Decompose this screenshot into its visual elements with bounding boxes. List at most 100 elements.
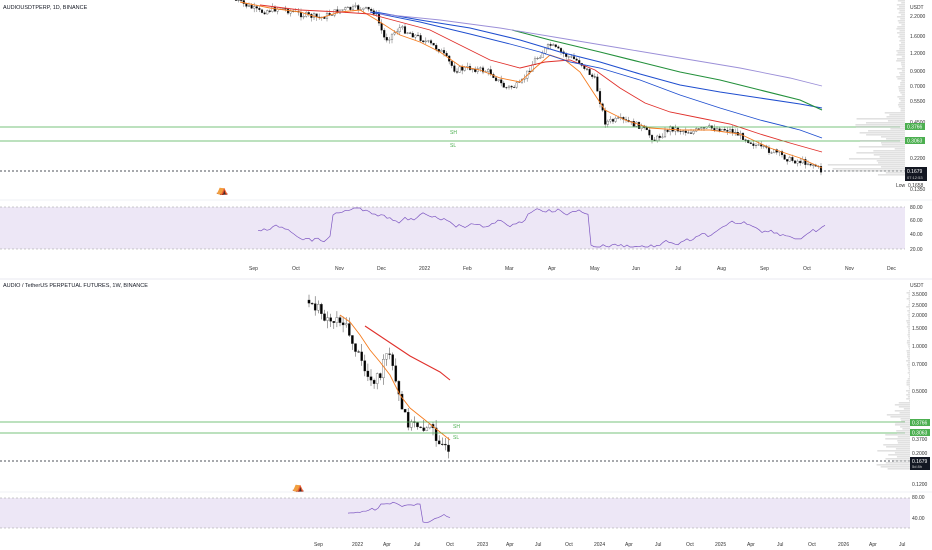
top-volume-bar [896, 60, 905, 62]
bottom-volume-bar [906, 390, 910, 392]
top-volume-bar [901, 66, 905, 68]
top-volume-bar [889, 114, 905, 116]
top-candle [637, 121, 641, 129]
bottom-volume-bar [907, 378, 910, 380]
bottom-sh-price-tag-bg [910, 419, 930, 426]
top-rsi-pane: 80.00 60.00 40.00 20.00 [0, 199, 932, 253]
top-candle [539, 57, 542, 59]
bottom-panel: AUDIO / TetherUS PERPETUAL FUTURES, 1W, … [0, 283, 930, 493]
top-candle [645, 127, 648, 131]
bottom-time-tick: 2026 [838, 542, 849, 548]
top-time-axis[interactable]: Sep Oct Nov Dec 2022 Feb Mar Apr May Jun Jul Aug Sep… [249, 266, 896, 272]
bottom-price-tick: 1.0000 [912, 344, 928, 350]
top-candle [385, 37, 388, 41]
top-candle [780, 151, 784, 156]
top-candle [721, 128, 724, 132]
top-volume-bar [855, 124, 905, 126]
top-volume-bar [873, 150, 905, 152]
top-volume-bar [837, 170, 905, 172]
top-candle [390, 33, 394, 40]
bottom-volume-bar [885, 458, 910, 460]
top-candle [609, 119, 612, 122]
bottom-volume-bar [895, 448, 910, 450]
top-candle [546, 44, 550, 49]
top-candle [432, 42, 435, 46]
top-volume-bar [856, 118, 905, 120]
top-volume-bar [897, 58, 905, 60]
top-volume-bar [899, 90, 905, 92]
bottom-candle [441, 443, 444, 445]
bottom-time-tick: Oct [446, 542, 454, 548]
bottom-candle [363, 360, 367, 372]
top-candle [429, 40, 433, 44]
top-candle [266, 10, 269, 15]
top-volume-bar [897, 52, 905, 54]
bottom-volume-bar [907, 344, 910, 346]
bottom-volume-bar [898, 406, 910, 408]
top-candle [458, 66, 461, 73]
bottom-price-tick: 2.5000 [912, 303, 928, 309]
bottom-candle [335, 317, 339, 323]
bottom-volume-bar [908, 328, 910, 330]
bottom-symbol-title: AUDIO / TetherUS PERPETUAL FUTURES, 1W, … [3, 283, 148, 289]
bottom-volume-bar [906, 394, 910, 396]
bottom-time-tick: Jul [535, 542, 541, 548]
top-candle [791, 157, 794, 161]
top-volume-bar [898, 22, 905, 24]
bottom-volume-bar [908, 336, 910, 338]
top-candle [333, 9, 336, 16]
bottom-volume-bar [885, 462, 910, 464]
top-time-tick: Jun [632, 266, 640, 272]
top-volume-bar [900, 62, 905, 64]
bottom-candle [357, 351, 360, 353]
top-candle [393, 32, 396, 35]
top-volume-bar [897, 20, 905, 22]
bottom-volume-bar [897, 442, 910, 444]
top-sl-label: SL [450, 143, 456, 149]
bottom-time-tick: 2024 [594, 542, 605, 548]
top-candle [253, 6, 256, 9]
top-candle [505, 87, 508, 89]
bottom-volume-bar [908, 376, 910, 378]
bottom-ema-mid-line [364, 325, 451, 381]
bottom-rsi-band [0, 498, 910, 528]
bottom-volume-bar [906, 298, 910, 300]
top-candle [611, 119, 615, 122]
top-candle [632, 121, 635, 127]
top-candle [445, 52, 448, 57]
top-volume-bar [899, 34, 905, 36]
bottom-volume-bar [906, 380, 910, 382]
top-candle [752, 143, 755, 146]
top-sh-price-tag-bg [905, 123, 925, 130]
bottom-candle [360, 351, 363, 361]
bottom-last-price-countdown: 5d 8h [912, 464, 922, 469]
top-candle [450, 61, 453, 66]
top-price-tick: 2.2000 [910, 14, 926, 20]
bottom-time-axis[interactable]: Sep 2022 Apr Jul Oct 2023 Apr Jul Oct 2024 Apr Jul O… [314, 542, 905, 548]
top-volume-bar [901, 94, 905, 96]
top-candle [388, 39, 391, 41]
bottom-time-tick: Apr [506, 542, 514, 548]
top-candle [796, 160, 799, 164]
top-candle [715, 128, 719, 131]
top-volume-bar [886, 138, 905, 140]
top-volume-bar [896, 16, 905, 18]
top-volume-bar [859, 132, 905, 134]
top-candle [541, 53, 544, 58]
top-volume-bar [899, 44, 905, 46]
top-candle [754, 145, 758, 146]
bottom-rsi-tick: 80.00 [912, 495, 925, 501]
top-candle [770, 152, 773, 154]
top-candle [422, 40, 425, 43]
bottom-time-tick: Apr [869, 542, 877, 548]
bottom-price-axis[interactable]: 3.5000 2.5000 2.0000 1.5000 1.0000 0.7000 0.50… [912, 292, 928, 488]
top-price-tick: 1.6000 [910, 34, 926, 40]
top-candle [682, 130, 685, 132]
top-volume-bar [880, 142, 905, 144]
top-price-tick: 0.1350 [910, 187, 926, 193]
top-volume-bar [856, 152, 905, 154]
top-rsi-band [0, 207, 905, 249]
bottom-sh-label: SH [453, 424, 460, 430]
top-candle [799, 160, 802, 164]
